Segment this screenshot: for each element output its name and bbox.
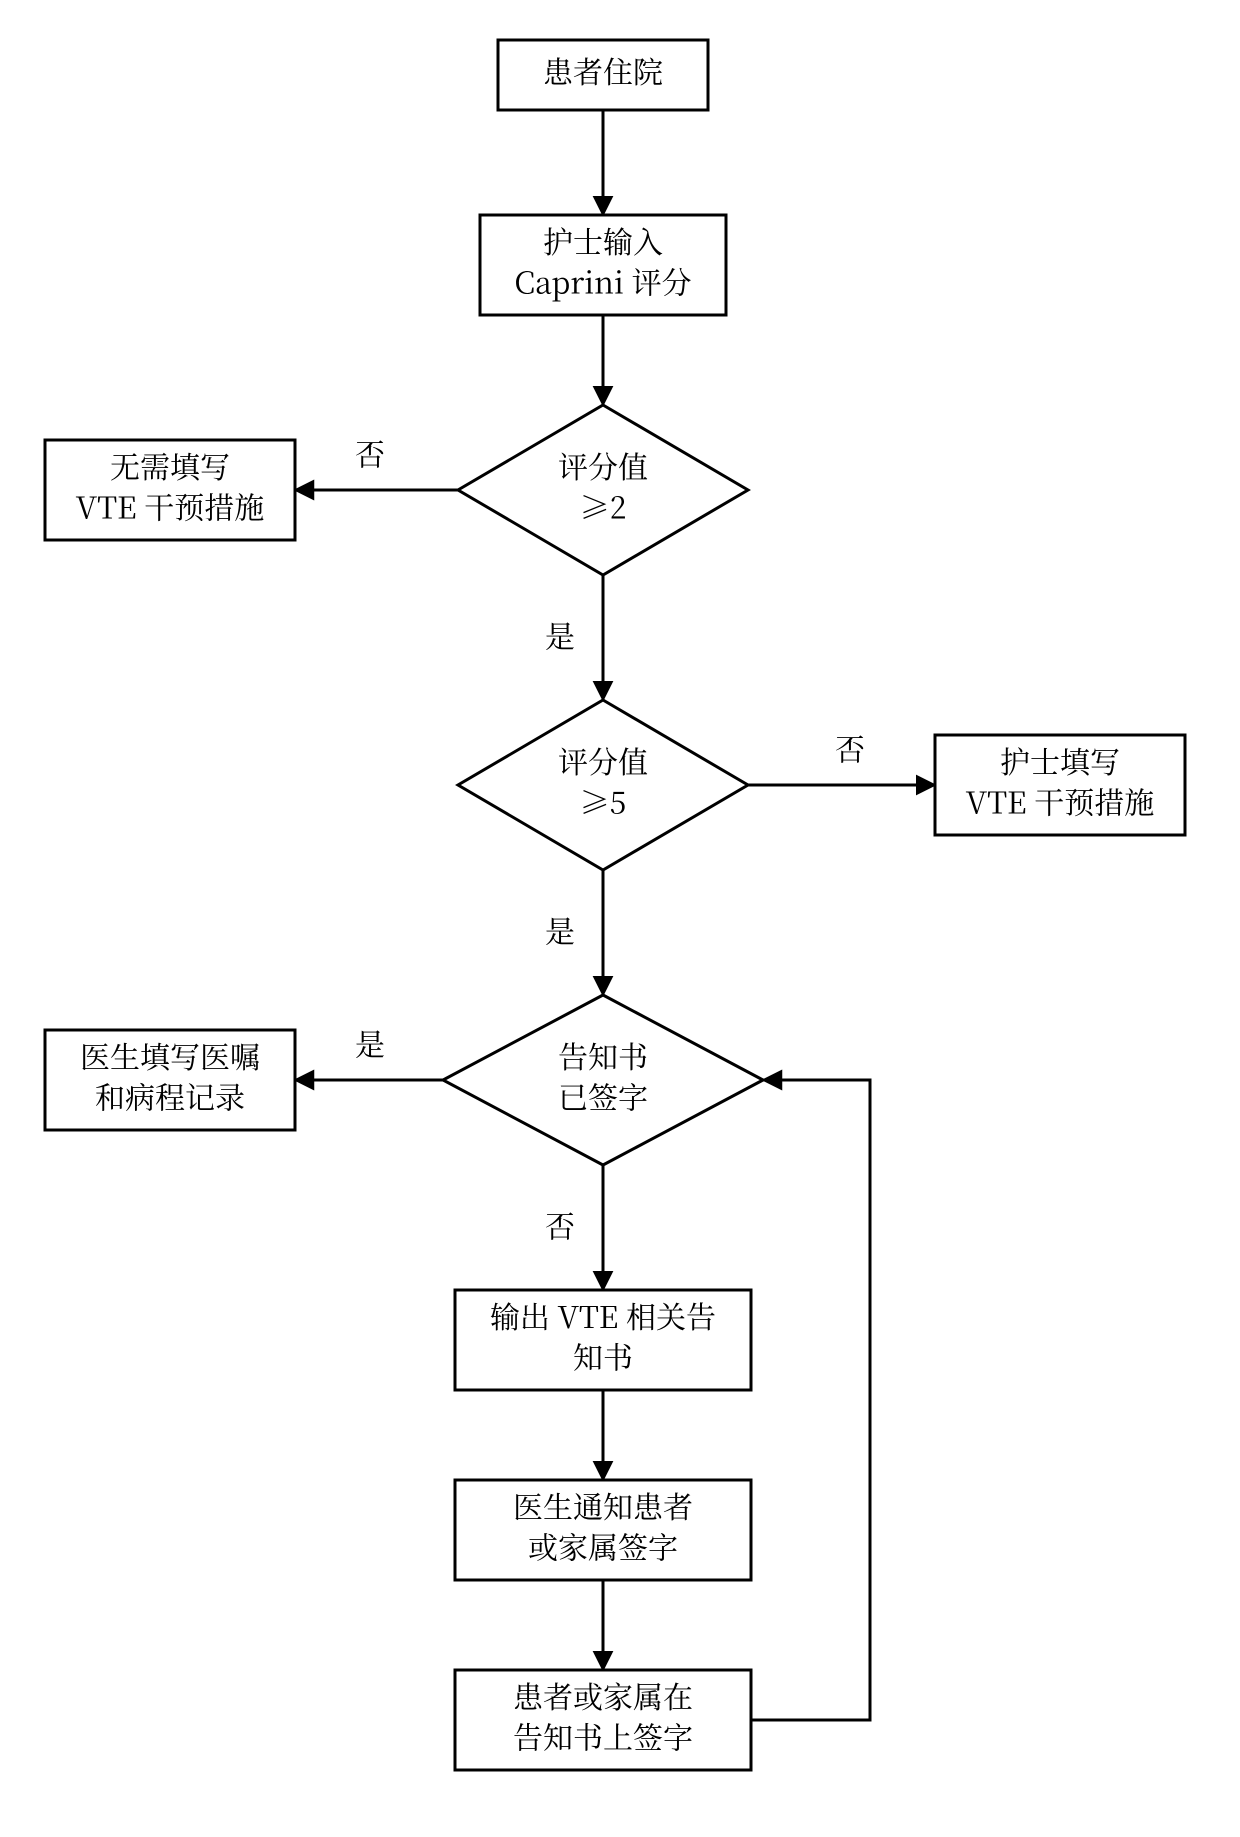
- node-n5: 评分值≥5: [458, 700, 748, 870]
- node-n4: 无需填写VTE 干预措施: [45, 440, 295, 540]
- edge-label-n3-n5: 是: [545, 613, 575, 657]
- edge-label-n3-n4: 否: [355, 431, 385, 475]
- edge-label-n5-n6: 否: [835, 726, 865, 770]
- edge-n11-n7: [751, 1080, 870, 1720]
- node-n10: 医生通知患者或家属签字: [455, 1480, 751, 1580]
- node-n8: 医生填写医嘱和病程记录: [45, 1030, 295, 1130]
- edge-label-n7-n8: 是: [355, 1021, 385, 1065]
- n1-label: 患者住院: [543, 48, 663, 92]
- node-n2: 护士输入Caprini 评分: [480, 215, 726, 315]
- node-n7: 告知书已签字: [443, 995, 763, 1165]
- n8-label: 医生填写医嘱和病程记录: [80, 1032, 260, 1117]
- node-n11: 患者或家属在告知书上签字: [455, 1670, 751, 1770]
- node-n3: 评分值≥2: [458, 405, 748, 575]
- n10-label: 医生通知患者或家属签字: [513, 1482, 693, 1567]
- n7-label: 告知书已签字: [558, 1032, 648, 1117]
- edge-label-n5-n7: 是: [545, 908, 575, 952]
- node-n1: 患者住院: [498, 40, 708, 110]
- node-n6: 护士填写VTE 干预措施: [935, 735, 1185, 835]
- node-n9: 输出 VTE 相关告知书: [455, 1290, 751, 1390]
- n11-label: 患者或家属在告知书上签字: [513, 1672, 693, 1757]
- nodes-group: 患者住院护士输入Caprini 评分评分值≥2 无需填写VTE 干预措施评分值≥5…: [45, 40, 1185, 1770]
- flowchart-svg: 否是否是是否患者住院护士输入Caprini 评分评分值≥2无需填写VTE 干预措…: [0, 0, 1240, 1837]
- edge-label-n7-n9: 否: [545, 1203, 575, 1247]
